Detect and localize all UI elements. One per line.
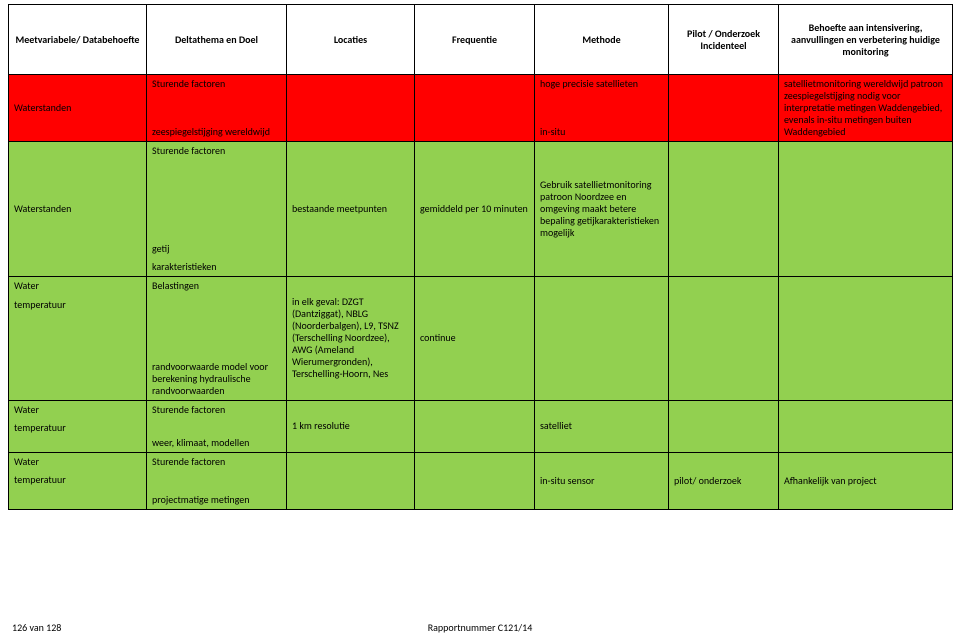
cell-insitu: in-situ sensor <box>535 453 669 510</box>
cell-gemiddeld: gemiddeld per 10 minuten <box>415 142 535 277</box>
cell-randvoorwaarde: randvoorwaarde model voor berekening hyd… <box>147 296 287 400</box>
cell-temperatuur: temperatuur <box>9 296 147 400</box>
cell <box>287 75 415 142</box>
cell <box>669 142 779 277</box>
cell-temperatuur: temperatuur <box>9 471 147 509</box>
cell-water: Water <box>9 400 147 419</box>
data-table: Meetvariabele/ Databehoefte Deltathema e… <box>8 4 953 510</box>
cell-satelliet: satelliet <box>535 400 669 453</box>
cell-projectmatige: projectmatige metingen <box>147 471 287 509</box>
header-pilot: Pilot / Onderzoek Incidenteel <box>669 5 779 75</box>
cell-temperatuur: temperatuur <box>9 419 147 453</box>
cell-sturende: Sturende factoren <box>147 75 287 117</box>
cell-insitu: in-situ <box>535 116 669 141</box>
cell <box>535 276 669 400</box>
cell <box>669 400 779 453</box>
footer-report-number: Rapportnummer C121/14 <box>12 621 948 634</box>
cell-weer: weer, klimaat, modellen <box>147 419 287 453</box>
header-row: Meetvariabele/ Databehoefte Deltathema e… <box>9 5 953 75</box>
cell-sturende: Sturende factoren <box>147 453 287 472</box>
table-row: Waterstanden Sturende factoren bestaande… <box>9 142 953 172</box>
cell-karakteristieken: karakteristieken <box>147 258 287 277</box>
cell <box>779 400 953 453</box>
cell-sturende: Sturende factoren <box>147 400 287 419</box>
cell <box>669 276 779 400</box>
cell-satellieten: hoge precisie satellieten <box>535 75 669 117</box>
cell-gebruik: Gebruik satellietmonitoring patroon Noor… <box>535 142 669 277</box>
cell-pilot: pilot/ onderzoek <box>669 453 779 510</box>
cell <box>669 75 779 142</box>
cell-getij: getij <box>147 172 287 258</box>
table-row: Water Sturende factoren 1 km resolutie s… <box>9 400 953 419</box>
cell-water: Water <box>9 453 147 472</box>
cell <box>415 453 535 510</box>
cell <box>415 75 535 142</box>
cell-resolutie: 1 km resolutie <box>287 400 415 453</box>
cell <box>779 142 953 277</box>
cell-locaties: in elk geval: DZGT (Dantziggat), NBLG (N… <box>287 276 415 400</box>
cell-meetpunten: bestaande meetpunten <box>287 142 415 277</box>
cell-sturende: Sturende factoren <box>147 142 287 172</box>
cell-belastingen: Belastingen <box>147 276 287 296</box>
table-row: Waterstanden Sturende factoren hoge prec… <box>9 75 953 117</box>
header-deltathema: Deltathema en Doel <box>147 5 287 75</box>
table-row: Water Belastingen in elk geval: DZGT (Da… <box>9 276 953 296</box>
cell-water: Water <box>9 276 147 296</box>
header-methode: Methode <box>535 5 669 75</box>
header-meetvariabele: Meetvariabele/ Databehoefte <box>9 5 147 75</box>
cell <box>287 453 415 510</box>
cell-waterstanden: Waterstanden <box>9 142 147 277</box>
page-footer: 126 van 128 Rapportnummer C121/14 <box>12 621 948 634</box>
cell <box>415 400 535 453</box>
header-frequentie: Frequentie <box>415 5 535 75</box>
cell-waterstanden: Waterstanden <box>9 75 147 142</box>
cell-continue: continue <box>415 276 535 400</box>
cell <box>779 276 953 400</box>
header-locaties: Locaties <box>287 5 415 75</box>
cell-zeespiegel: zeespiegelstijging wereldwijd <box>147 116 287 141</box>
table-row: Water Sturende factoren in-situ sensor p… <box>9 453 953 472</box>
header-behoefte: Behoefte aan intensivering, aanvullingen… <box>779 5 953 75</box>
cell-afhankelijk: Afhankelijk van project <box>779 453 953 510</box>
cell-behoefte: satellietmonitoring wereldwijd patroon z… <box>779 75 953 142</box>
